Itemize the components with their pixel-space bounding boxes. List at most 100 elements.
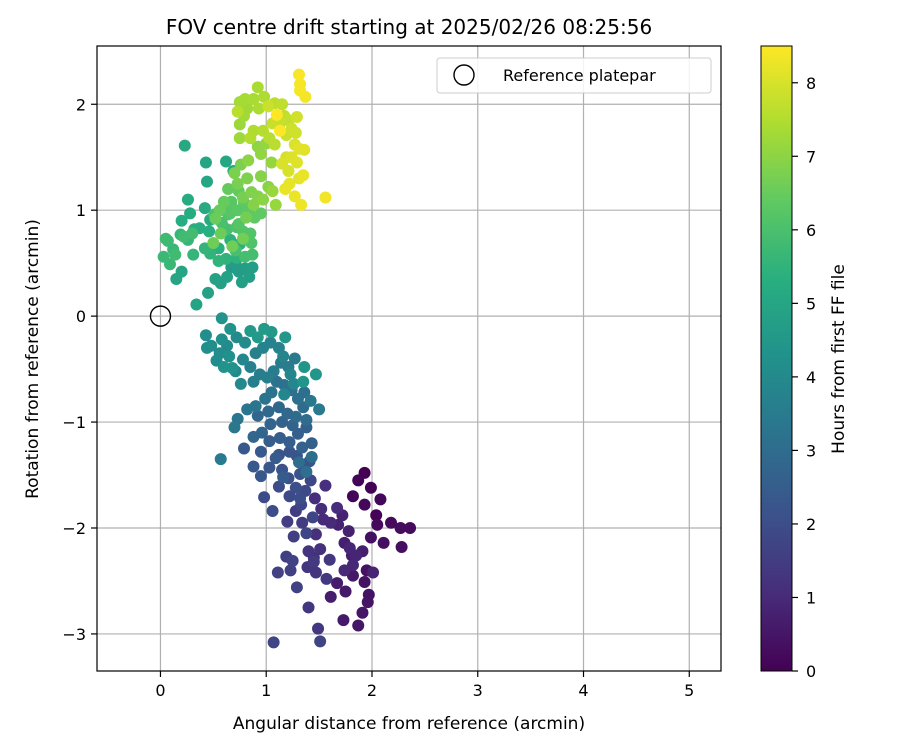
scatter-point — [273, 124, 286, 137]
scatter-point — [302, 601, 315, 614]
scatter-point — [358, 576, 371, 589]
scatter-point — [307, 555, 320, 568]
y-tick-label: −1 — [62, 413, 86, 432]
scatter-point — [284, 368, 297, 381]
scatter-point — [323, 553, 336, 566]
scatter-point — [214, 453, 227, 466]
scatter-point — [300, 527, 313, 540]
scatter-point — [304, 394, 317, 407]
scatter-point — [385, 516, 398, 529]
scatter-point — [276, 98, 289, 111]
scatter-point — [238, 442, 251, 455]
scatter-point — [296, 516, 309, 529]
scatter-point — [312, 622, 325, 635]
scatter-point — [247, 430, 260, 443]
scatter-point — [331, 577, 344, 590]
scatter-point — [181, 193, 194, 206]
scatter-point — [320, 572, 333, 585]
x-tick-label: 3 — [473, 681, 483, 700]
scatter-point — [207, 237, 220, 250]
scatter-point — [239, 92, 252, 105]
x-tick-label: 5 — [684, 681, 694, 700]
scatter-point — [289, 410, 302, 423]
scatter-point — [254, 470, 267, 483]
colorbar-tick-label: 0 — [806, 662, 816, 681]
x-axis-ticks: 0 1 2 3 4 5 — [155, 671, 694, 700]
colorbar-tick-label: 7 — [806, 147, 816, 166]
y-tick-label: 2 — [76, 95, 86, 114]
scatter-point — [306, 511, 319, 524]
scatter-point — [187, 248, 200, 261]
scatter-point — [258, 491, 271, 504]
legend-marker-reference — [453, 64, 475, 86]
y-axis-label: Rotation from reference (arcmin) — [23, 219, 43, 499]
scatter-point — [290, 156, 303, 169]
legend-entry-reference: Reference platepar — [503, 66, 656, 85]
scatter-point — [247, 198, 260, 211]
scatter-point — [339, 585, 352, 598]
scatter-point — [268, 138, 281, 151]
scatter-point — [215, 312, 228, 325]
scatter-point — [374, 493, 387, 506]
scatter-point — [240, 211, 253, 224]
scatter-point — [241, 172, 254, 185]
scatter-point — [221, 270, 234, 283]
scatter-point — [247, 375, 260, 388]
scatter-point — [305, 437, 318, 450]
scatter-point — [231, 177, 244, 190]
scatter-point — [203, 225, 216, 238]
scatter-point — [364, 481, 377, 494]
scatter-point — [288, 190, 301, 203]
scatter-point — [212, 255, 225, 268]
scatter-point — [251, 409, 264, 422]
scatter-point — [270, 375, 283, 388]
scatter-point — [215, 333, 228, 346]
colorbar-tick-label: 3 — [806, 441, 816, 460]
scatter-point — [226, 240, 239, 253]
scatter-point — [324, 590, 337, 603]
x-axis-label: Angular distance from reference (arcmin) — [233, 714, 585, 734]
scatter-point — [361, 596, 374, 609]
scatter-point — [319, 479, 332, 492]
scatter-point — [252, 102, 265, 115]
scatter-point — [200, 175, 213, 188]
colorbar — [760, 45, 793, 672]
scatter-point — [338, 564, 351, 577]
scatter-point — [297, 375, 310, 388]
y-tick-label: 0 — [76, 307, 86, 326]
scatter-point — [254, 207, 267, 220]
scatter-point — [308, 492, 321, 505]
scatter-point — [364, 531, 377, 544]
scatter-point — [286, 554, 299, 567]
scatter-point — [271, 566, 284, 579]
colorbar-tick-label: 1 — [806, 588, 816, 607]
scatter-point — [291, 392, 304, 405]
scatter-point — [244, 360, 257, 373]
scatter-point — [394, 521, 407, 534]
scatter-point — [223, 350, 236, 363]
scatter-point — [202, 286, 215, 299]
scatter-point — [294, 492, 307, 505]
scatter-point — [157, 250, 170, 263]
scatter-point — [276, 157, 289, 170]
scatter-point — [337, 614, 350, 627]
scatter-point — [209, 273, 222, 286]
scatter-point — [283, 490, 296, 503]
scatter-point — [377, 536, 390, 549]
scatter-point — [175, 265, 188, 278]
scatter-point — [224, 322, 237, 335]
scatter-point — [298, 360, 311, 373]
reference-platepar-marker — [149, 305, 172, 327]
scatter-point — [254, 445, 267, 458]
scatter-point — [258, 90, 271, 103]
scatter-point — [159, 232, 172, 245]
scatter-point — [290, 110, 303, 123]
scatter-point — [317, 513, 330, 526]
scatter-point — [262, 405, 275, 418]
scatter-point — [199, 329, 212, 342]
scatter-point — [331, 501, 344, 514]
scatter-point — [254, 170, 267, 183]
scatter-point — [220, 155, 233, 168]
grid-lines — [97, 46, 721, 671]
scatter-point — [266, 505, 279, 518]
